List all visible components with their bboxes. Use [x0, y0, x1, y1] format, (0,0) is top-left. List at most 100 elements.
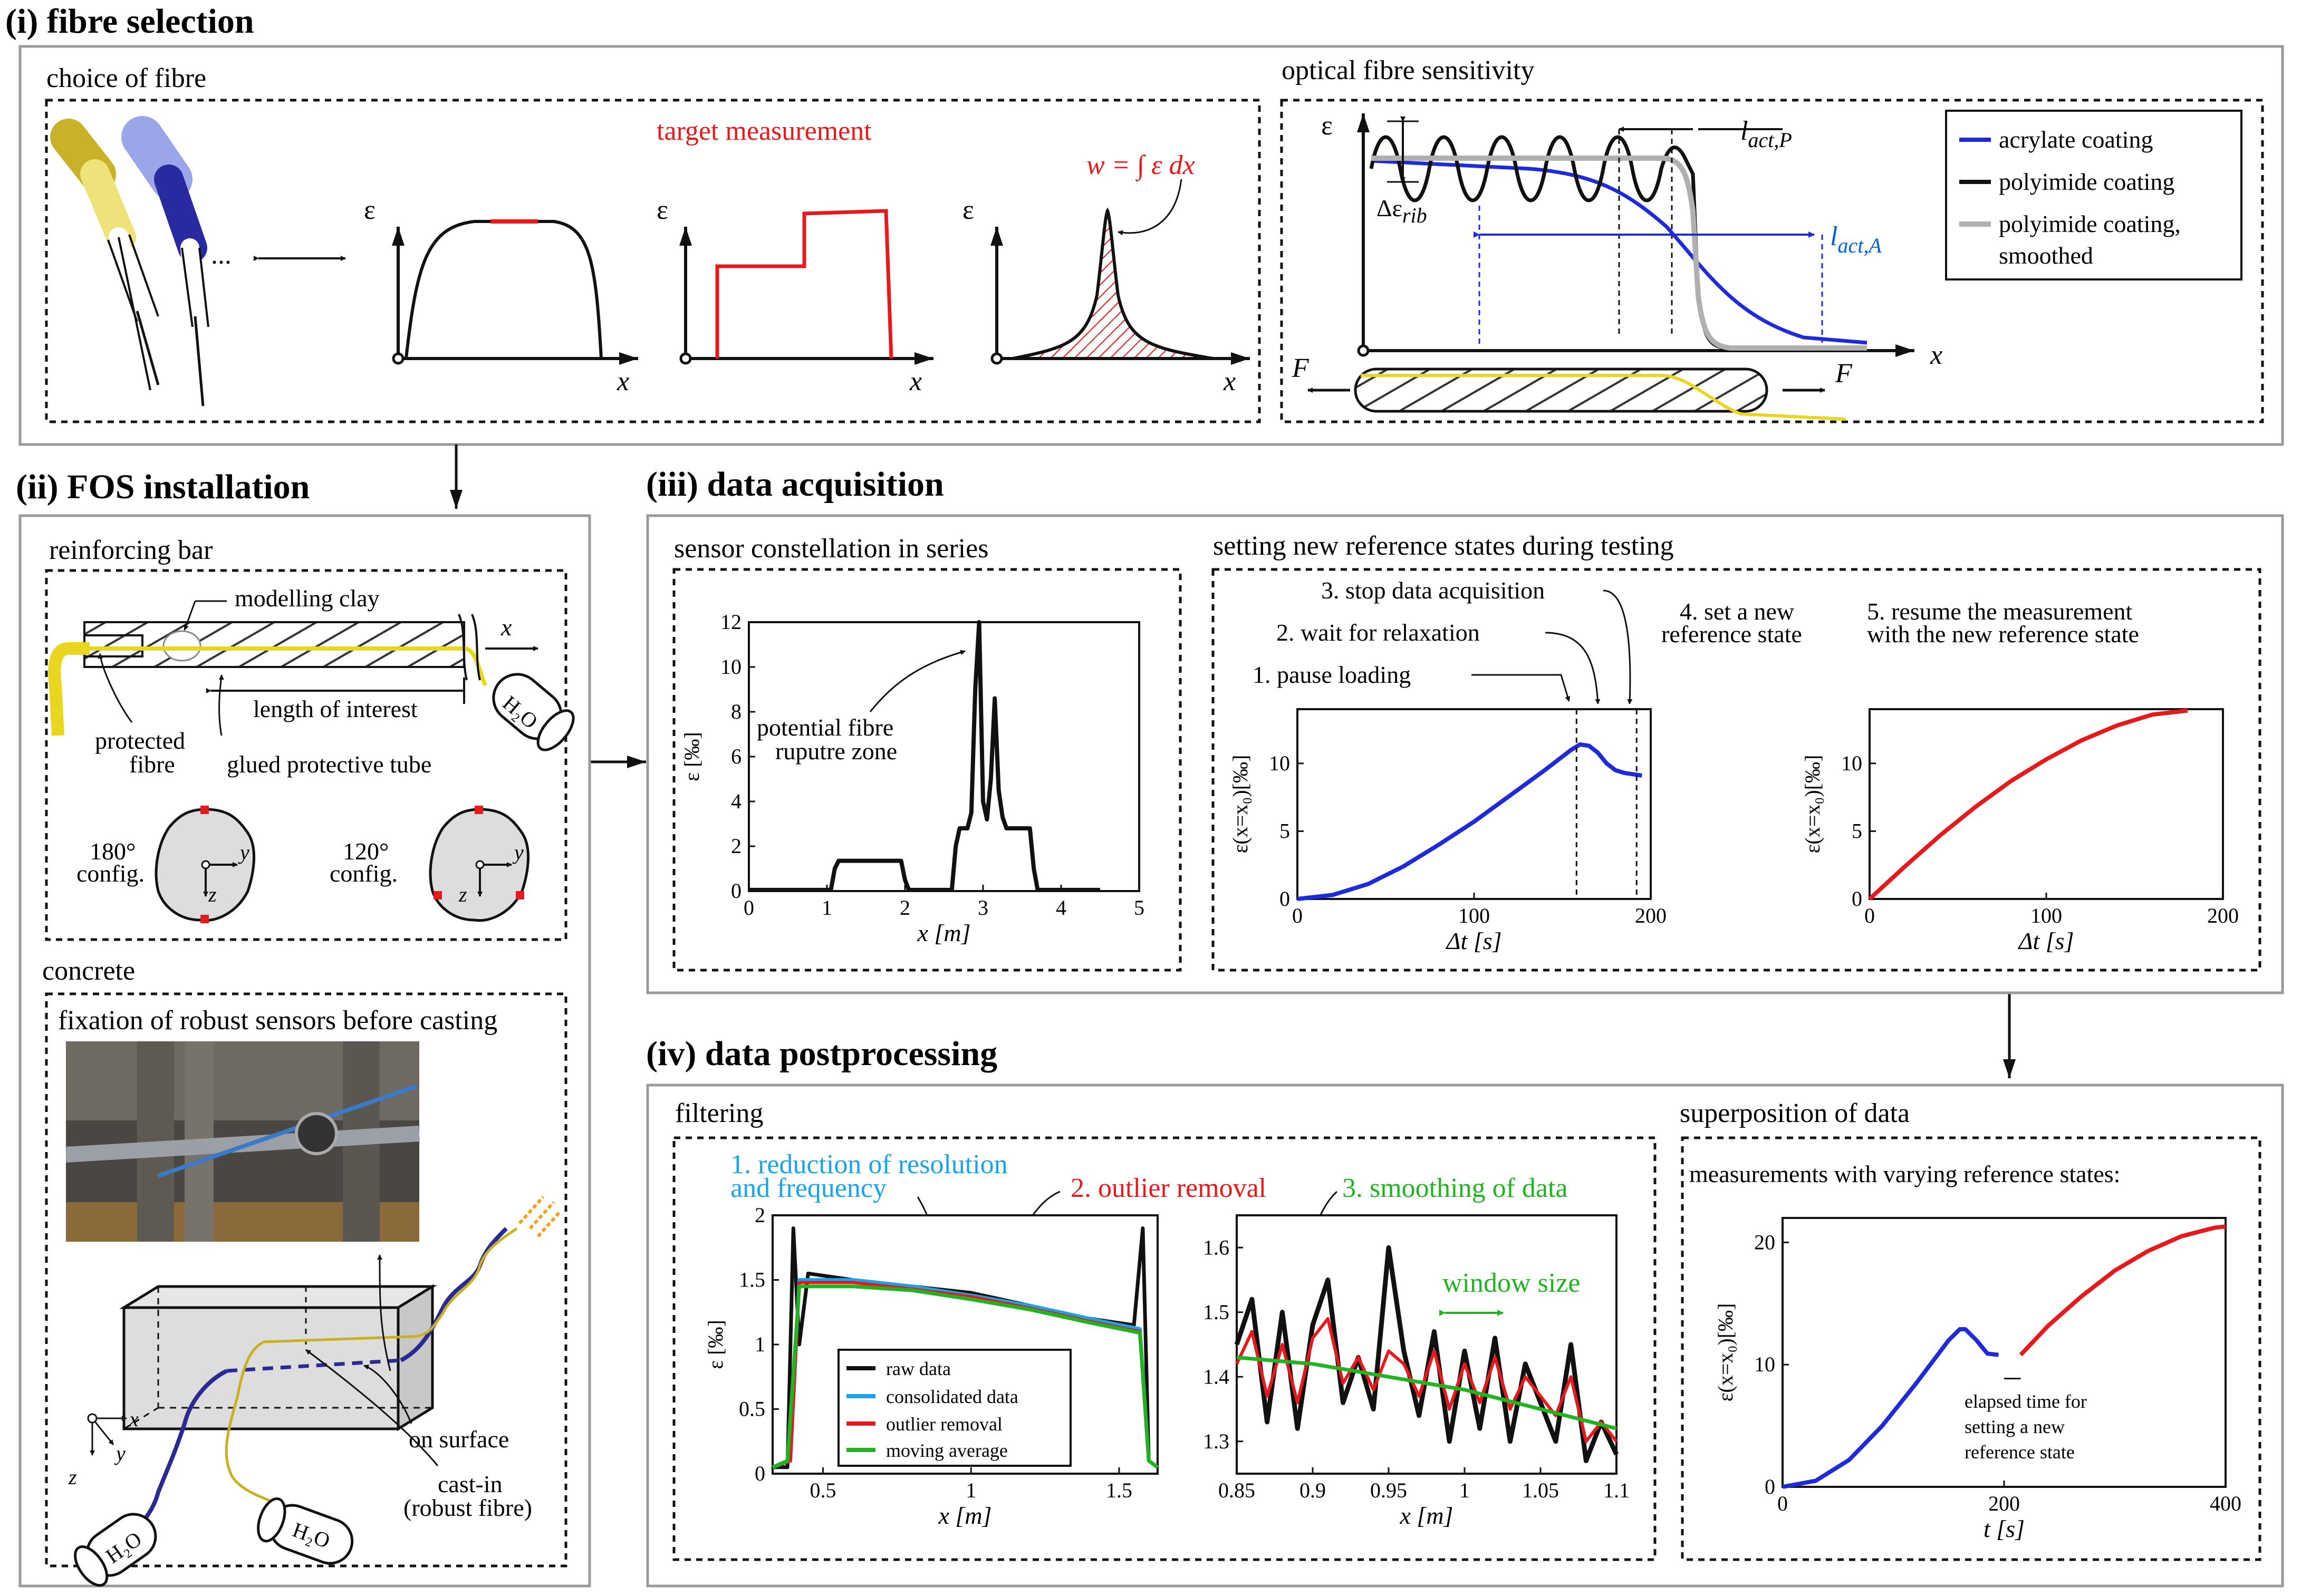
chart-filter-zoom: 0.85 0.9 0.95 1 1.05 1.1 1.3 1.4 1.5 1.6 x [m]: [1203, 1214, 1630, 1529]
h2o-tank-icon: [74, 1513, 157, 1587]
fibre-cable-blue-icon: [121, 116, 210, 407]
series-line-moving-average: [1236, 1356, 1617, 1430]
legend-raw-data: raw data: [886, 1358, 951, 1379]
filter-step-1-2: and frequency: [730, 1173, 887, 1203]
chart-resume: 0 100 200 0 5 10 Δt [s] ε(x=x₀)[‰]: [1801, 708, 2239, 954]
x-tick-label: 1: [1459, 1478, 1470, 1502]
reinforcing-bar-box: [45, 569, 567, 941]
plot-frame: [1296, 708, 1652, 900]
y-tick-label: 1.5: [739, 1268, 765, 1292]
legend-smoothed: smoothed: [1999, 242, 2093, 269]
panel-fibre-selection: [18, 45, 2284, 446]
x-axis-label: x [m]: [1400, 1502, 1453, 1529]
y-tick-label: 0: [755, 1462, 765, 1485]
step-1-arrow: [1471, 674, 1571, 702]
config-180-label-2: config.: [76, 860, 145, 887]
fixation-photo: [65, 1041, 420, 1242]
strain-profile-peak: ε x w = ∫ ε dx: [962, 150, 1250, 396]
y-tick-label: 10: [1269, 751, 1290, 775]
step-2-arrow: [1545, 632, 1601, 704]
step-2-label: 2. wait for relaxation: [1276, 619, 1480, 646]
plot-frame: [1236, 1214, 1618, 1475]
section-title-data-acquisition: (iii) data acquisition: [646, 465, 944, 504]
sensitivity-title: optical fibre sensitivity: [1282, 55, 1534, 85]
y-axis-label: ε(x=x₀)[‰]: [1713, 1303, 1737, 1402]
section-title-fos-installation: (ii) FOS installation: [16, 468, 310, 506]
y-tick-label: 20: [1754, 1230, 1775, 1254]
legend-polyimide-smoothed: polyimide coating,: [1999, 210, 2181, 237]
force-left-label: F: [1292, 353, 1310, 383]
l-act-p-label: lact,P: [1740, 116, 1792, 152]
section-title-fibre-selection: (i) fibre selection: [5, 2, 254, 41]
fixation-title: fixation of robust sensors before castin…: [58, 1005, 497, 1036]
integral-formula: w = ∫ ε dx: [1086, 150, 1195, 181]
measurements-title: measurements with varying reference stat…: [1689, 1160, 2120, 1187]
y-tick-label: 10: [720, 655, 742, 679]
on-surface-label: on surface: [409, 1426, 509, 1453]
config-120-label-2: config.: [330, 860, 398, 887]
concrete-box: [45, 992, 567, 1568]
x-tick-label: 5: [1134, 896, 1144, 920]
y-tick-label: 10: [1841, 751, 1862, 775]
step-5-label: 5. resume the measurement: [1867, 598, 2132, 625]
cross-section-120-icon: [429, 806, 529, 922]
x-tick-label: 0: [1864, 904, 1875, 927]
y-axis-label: ε [‰]: [704, 1320, 727, 1369]
elapsed-label-2: setting a new: [1965, 1416, 2065, 1437]
x-axis-label: Δt [s]: [1446, 927, 1502, 954]
y-axis-label: ε(x=x₀)[‰]: [1228, 755, 1252, 854]
plot-frame: [1782, 1217, 2227, 1488]
x-tick-label: 100: [2030, 904, 2062, 927]
x-tick-label: 1.1: [1603, 1478, 1630, 1502]
series-title: sensor constellation in series: [674, 534, 988, 564]
choice-of-fibre-box: [45, 99, 1261, 423]
x-tick-label: 2: [900, 896, 910, 920]
y-tick-label: 5: [1852, 819, 1862, 843]
legend-moving-average: moving average: [886, 1440, 1008, 1461]
step-3-arrow: [1603, 589, 1633, 704]
reinforcing-bar-title: reinforcing bar: [49, 535, 213, 565]
x-axis-label: x [m]: [917, 920, 971, 946]
x-tick-label: 0: [744, 896, 754, 920]
delta-eps-rib-label: Δεrib: [1376, 195, 1427, 227]
target-measurement-title: target measurement: [657, 116, 872, 146]
y-tick-label: 1.5: [1203, 1300, 1229, 1324]
chart-pause: 0 100 200 0 5 10 Δt [s] ε(x=x₀)[‰]: [1228, 708, 1667, 954]
x-tick-label: 1: [966, 1478, 976, 1502]
eps-axis-label: ε: [657, 195, 668, 225]
x-tick-label: 0.5: [810, 1478, 836, 1502]
elapsed-label-3: reference state: [1965, 1442, 2075, 1463]
filter-step-2: 2. outlier removal: [1071, 1173, 1266, 1203]
sensitivity-plot: ε x lact,P lact,A Δεrib F F: [1292, 111, 1942, 421]
eps-axis-label: ε: [1321, 111, 1333, 141]
filtering-box: [672, 1136, 1657, 1561]
y-axis-label: ε(x=x₀)[‰]: [1801, 755, 1824, 854]
x-axis-label: t [s]: [1984, 1515, 2025, 1542]
y-tick-label: 10: [1754, 1352, 1775, 1376]
filter-legend: [837, 1349, 1072, 1467]
rebar-icon: [1354, 367, 1768, 413]
x-tick-label: 200: [2207, 904, 2239, 927]
plot-frame: [1869, 708, 2224, 900]
x-tick-label: 100: [1458, 904, 1490, 927]
sensitivity-box: [1280, 99, 2264, 423]
series-box: [672, 568, 1182, 972]
y-tick-label: 2: [731, 834, 742, 858]
reference-title: setting new reference states during test…: [1213, 531, 1674, 561]
section-title-postprocessing: (iv) data postprocessing: [646, 1034, 997, 1073]
x-tick-label: 200: [1988, 1492, 2020, 1515]
eps-axis-label: ε: [364, 195, 376, 225]
rebar-with-fibre: [48, 600, 575, 751]
h2o-tank-icon: [492, 673, 575, 751]
step-4-label: 4. set a new: [1680, 598, 1795, 625]
modelling-clay-label: modelling clay: [235, 585, 380, 612]
series-line-strain: [749, 620, 1100, 892]
concrete-title: concrete: [42, 956, 135, 986]
x-tick-label: 1.05: [1522, 1478, 1559, 1502]
x-axis-label: x: [1930, 340, 1942, 370]
eps-axis-label: ε: [962, 195, 974, 225]
superposition-box: [1681, 1136, 2261, 1561]
axis-z-label: z: [458, 883, 467, 906]
fibre-ellipsis: ...: [211, 240, 232, 270]
